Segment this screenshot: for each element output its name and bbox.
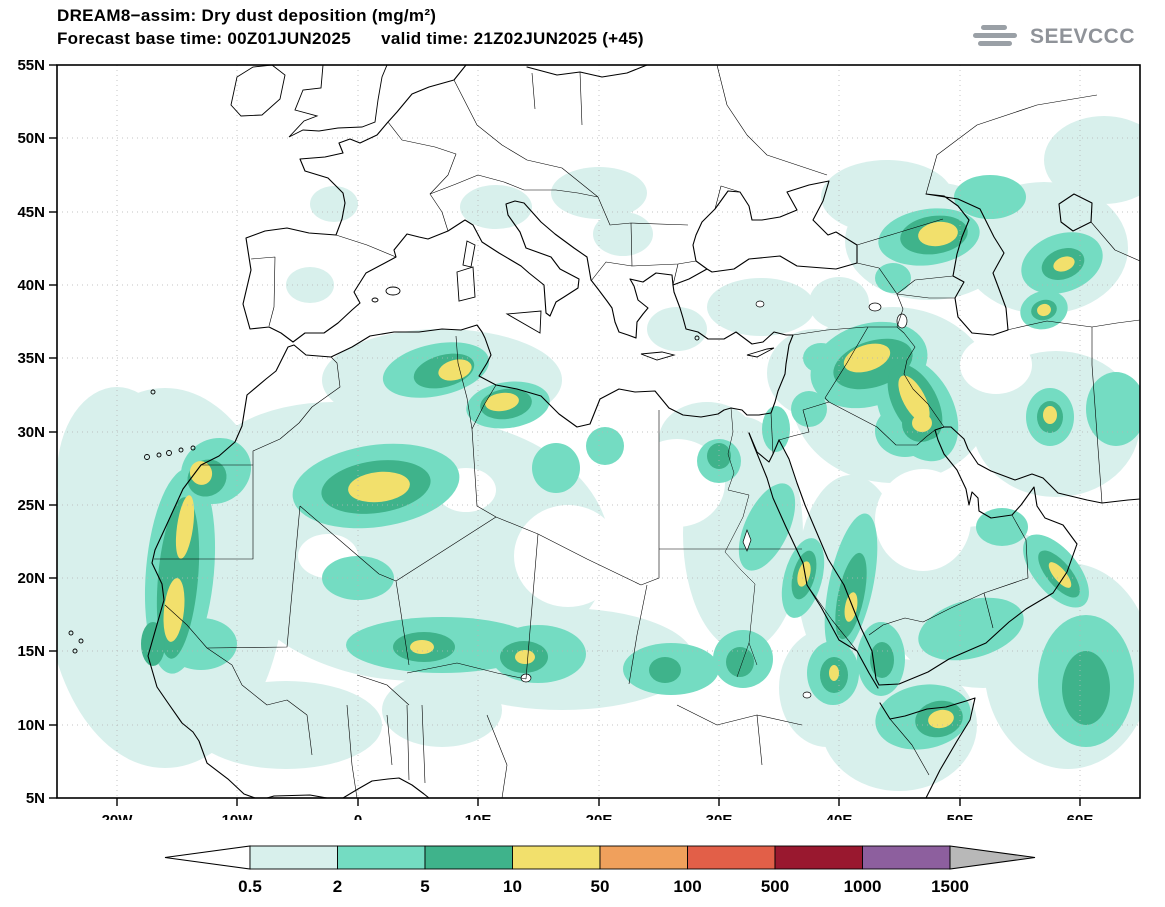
islands: [68, 65, 775, 654]
colorbar-label: 10: [503, 877, 522, 896]
lat-tick-label: 30N: [17, 424, 45, 441]
colorbar-segment: [862, 845, 951, 870]
colorbar: 0.5 2 5 10 50 100 500 1000 1500: [164, 845, 1036, 896]
lon-tick-label: 40E: [826, 812, 853, 820]
lat-tick-label: 50N: [17, 130, 45, 147]
colorbar-segment: [337, 845, 426, 870]
colorbar-label: 5: [420, 877, 429, 896]
lon-tick-label: 20W: [102, 812, 134, 820]
colorbar-segment: [424, 845, 513, 870]
lat-tick-label: 40N: [17, 277, 45, 294]
lon-axis: 20W 10W 0 10E 20E 30E 40E 50E 60E: [102, 812, 1094, 820]
lon-tick-label: 20E: [586, 812, 613, 820]
colorbar-segment: [774, 845, 863, 870]
axis-ticks: [49, 64, 1081, 806]
colorbar-label: 500: [761, 877, 789, 896]
lat-tick-label: 20N: [17, 570, 45, 587]
colorbar-label: 50: [591, 877, 610, 896]
lat-tick-label: 15N: [17, 643, 45, 660]
seevccc-logo: SEEVCCC: [968, 20, 1135, 54]
colorbar-label: 2: [333, 877, 342, 896]
lon-tick-label: 60E: [1067, 812, 1094, 820]
colorbar-label: 1000: [844, 877, 882, 896]
graticule: [57, 65, 1140, 798]
lat-tick-label: 35N: [17, 350, 45, 367]
country-borders: [154, 65, 1140, 798]
colorbar-under-arrow: [164, 845, 251, 870]
colorbar-label: 0.5: [238, 877, 262, 896]
page-title: DREAM8−assim: Dry dust deposition (mg/m²…: [57, 6, 437, 25]
map-canvas: 55N 50N 45N 40N 35N 30N 25N 20N 15N 10N …: [17, 57, 1141, 820]
lat-tick-label: 25N: [17, 497, 45, 514]
lat-tick-label: 45N: [17, 204, 45, 221]
rivers: [724, 407, 758, 678]
colorbar-over-arrow: [949, 845, 1036, 870]
lon-tick-label: 10W: [222, 812, 254, 820]
lon-tick-label: 50E: [947, 812, 974, 820]
logo-text: SEEVCCC: [1029, 25, 1135, 48]
colorbar-label: 100: [673, 877, 701, 896]
lon-tick-label: 30E: [706, 812, 733, 820]
lat-axis: 55N 50N 45N 40N 35N 30N 25N 20N 15N 10N …: [17, 57, 45, 807]
lat-tick-label: 5N: [26, 790, 45, 807]
page-subtitle: Forecast base time: 00Z01JUN2025 valid t…: [57, 29, 644, 48]
colorbar-segment: [512, 845, 601, 870]
dust-level-10-50: [163, 221, 1075, 729]
lat-tick-label: 10N: [17, 717, 45, 734]
lon-tick-label: 10E: [465, 812, 492, 820]
lat-tick-label: 55N: [17, 57, 45, 74]
cloud-icon: [972, 25, 1017, 46]
colorbar-segment: [599, 845, 688, 870]
lon-tick-label: 0: [354, 812, 362, 820]
colorbar-label: 1500: [931, 877, 969, 896]
colorbar-segment: [687, 845, 776, 870]
colorbar-segment: [249, 845, 338, 870]
